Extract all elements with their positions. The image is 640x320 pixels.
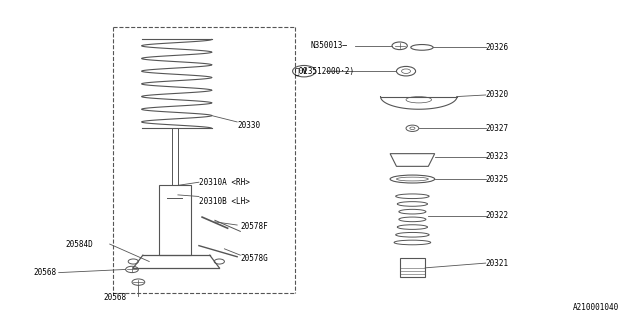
Polygon shape	[390, 154, 435, 166]
Text: A210001040: A210001040	[573, 303, 620, 312]
Bar	[399, 258, 425, 277]
Text: 20325: 20325	[486, 174, 509, 184]
Text: N350013—: N350013—	[310, 41, 348, 50]
Text: 20330: 20330	[237, 121, 260, 130]
Text: 20584D: 20584D	[65, 240, 93, 249]
Text: 20322: 20322	[486, 211, 509, 220]
Text: 20578G: 20578G	[241, 254, 268, 263]
Text: 20578F: 20578F	[241, 222, 268, 231]
Bar	[159, 185, 191, 255]
Text: 20321: 20321	[486, 259, 509, 268]
Text: 20327: 20327	[486, 124, 509, 133]
Text: 20323: 20323	[486, 152, 509, 161]
Text: N: N	[302, 68, 306, 74]
Text: 20310B <LH>: 20310B <LH>	[199, 197, 250, 206]
Text: ①023512000·2): ①023512000·2)	[294, 67, 355, 76]
Text: 20310A <RH>: 20310A <RH>	[199, 178, 250, 187]
Text: 20320: 20320	[486, 91, 509, 100]
Text: 20568: 20568	[33, 268, 56, 277]
Ellipse shape	[396, 177, 428, 181]
Text: 20326: 20326	[486, 43, 509, 52]
Text: 20568: 20568	[103, 293, 127, 302]
